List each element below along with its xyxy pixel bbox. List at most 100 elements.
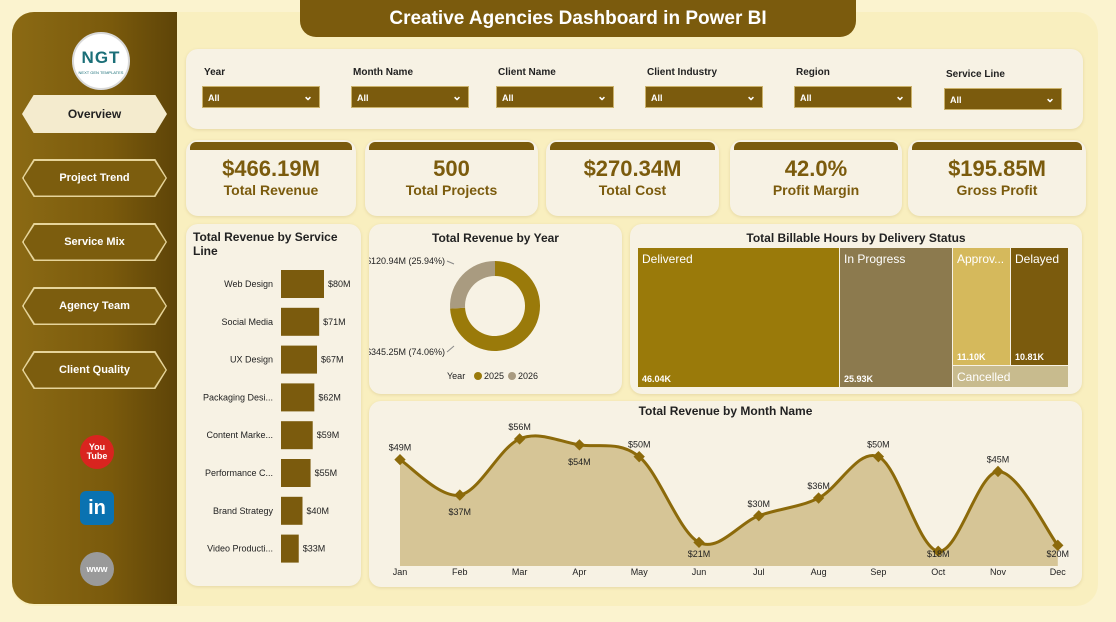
treemap-tile[interactable] <box>953 366 1068 387</box>
x-tick-label: Dec <box>1050 567 1067 577</box>
chart-title: Total Revenue by Service Line <box>193 230 338 258</box>
x-tick-label: Jan <box>393 567 408 577</box>
filter-year: Year All ⌄ <box>202 67 320 108</box>
bar-value-label: $55M <box>315 468 338 478</box>
revenue-by-month-card: Total Revenue by Month Name $49M Jan $37M F… <box>369 401 1082 587</box>
treemap-category-label: Delayed <box>1015 252 1059 266</box>
filter-month: Month Name All ⌄ <box>351 67 469 108</box>
bar-category-label: Packaging Desi... <box>203 392 273 402</box>
area-value-label: $18M <box>927 549 950 559</box>
filter-client-name: Client Name All ⌄ <box>496 67 614 108</box>
chevron-down-icon: ⌄ <box>745 89 756 103</box>
treemap-tile[interactable] <box>953 248 1010 365</box>
legend-label: 2026 <box>518 371 538 381</box>
filter-label: Client Name <box>498 67 556 78</box>
treemap-tile[interactable] <box>840 248 952 387</box>
nav-label: Project Trend <box>59 172 130 184</box>
bar-value-label: $67M <box>321 355 344 365</box>
bar[interactable] <box>281 345 318 374</box>
treemap-tile[interactable] <box>1011 248 1068 365</box>
legend-marker <box>508 372 516 380</box>
month-select[interactable]: All ⌄ <box>351 86 469 108</box>
bar-category-label: Performance C... <box>205 468 273 478</box>
client-name-select[interactable]: All ⌄ <box>496 86 614 108</box>
chart-title: Total Revenue by Month Name <box>638 404 813 418</box>
area-point[interactable] <box>454 489 466 501</box>
treemap-tile[interactable] <box>638 248 839 387</box>
logo-text: NGT <box>81 47 121 67</box>
filter-label: Region <box>796 67 830 78</box>
area-point[interactable] <box>812 492 825 504</box>
bar[interactable] <box>281 307 320 336</box>
area-value-label: $36M <box>807 481 830 491</box>
donut-label: $345.25M (74.06%) <box>369 347 445 357</box>
page-title-text: Creative Agencies Dashboard in Power BI <box>389 7 767 29</box>
service-line-bar-chart: Web Design $80M Social Media $71M UX Design $… <box>203 270 351 563</box>
bar-category-label: Brand Strategy <box>213 506 274 516</box>
billable-hours-card: Total Billable Hours by Delivery Status … <box>630 224 1082 394</box>
bar[interactable] <box>281 383 315 412</box>
chevron-down-icon: ⌄ <box>1044 91 1055 105</box>
filter-label: Client Industry <box>647 67 718 78</box>
bar[interactable] <box>281 421 313 450</box>
web-text: www <box>86 564 108 574</box>
bar[interactable] <box>281 534 299 563</box>
filter-region: Region All ⌄ <box>794 67 912 108</box>
kpi-label: Total Projects <box>405 182 498 198</box>
x-tick-label: May <box>631 567 649 577</box>
donut-slice[interactable] <box>450 261 495 309</box>
kpi-card-total-projects: 500 Total Projects <box>365 140 538 216</box>
area-point[interactable] <box>573 439 586 451</box>
globe-icon[interactable]: www <box>80 552 114 586</box>
select-value: All <box>950 95 962 105</box>
nav-client-quality-button[interactable]: Client Quality <box>22 351 167 389</box>
treemap-category-label: Delivered <box>642 252 693 266</box>
chevron-down-icon: ⌄ <box>894 89 905 103</box>
nav-label: Overview <box>67 107 122 121</box>
leader-line <box>446 260 455 265</box>
area-point[interactable] <box>992 465 1004 478</box>
treemap-value-label: 10.81K <box>1015 352 1045 362</box>
x-tick-label: Feb <box>452 567 468 577</box>
legend-marker <box>474 372 482 380</box>
kpi-label: Total Revenue <box>223 182 319 198</box>
treemap-value-label: 11.10K <box>957 352 986 362</box>
treemap-category-label: Approv... <box>957 252 1004 266</box>
select-value: All <box>208 93 220 103</box>
kpi-card-profit-margin: 42.0% Profit Margin <box>730 140 902 216</box>
year-select[interactable]: All ⌄ <box>202 86 320 108</box>
kpi-label: Gross Profit <box>956 182 1038 198</box>
select-value: All <box>357 93 369 103</box>
bar-value-label: $71M <box>323 317 346 327</box>
nav-service-mix-button[interactable]: Service Mix <box>22 223 167 261</box>
treemap-category-label: In Progress <box>844 252 905 266</box>
treemap-value-label: 25.93K <box>844 374 874 384</box>
linkedin-icon[interactable]: in <box>80 491 114 525</box>
bar-category-label: Social Media <box>221 317 273 327</box>
area-value-label: $56M <box>508 422 531 432</box>
x-tick-label: Mar <box>512 567 528 577</box>
bar[interactable] <box>281 270 324 298</box>
x-tick-label: Aug <box>811 567 827 577</box>
service-line-select[interactable]: All ⌄ <box>944 88 1062 110</box>
select-value: All <box>651 93 663 103</box>
bar-category-label: UX Design <box>230 355 273 365</box>
nav-overview-button[interactable]: Overview <box>22 95 167 133</box>
chevron-down-icon: ⌄ <box>596 89 607 103</box>
youtube-icon[interactable]: You Tube <box>80 435 114 469</box>
bar[interactable] <box>281 496 303 525</box>
nav-agency-team-button[interactable]: Agency Team <box>22 287 167 325</box>
bar-category-label: Content Marke... <box>206 430 273 440</box>
area-value-label: $50M <box>628 440 651 450</box>
treemap-value-label: 46.04K <box>642 374 672 384</box>
filter-panel: Year All ⌄ Month Name All ⌄ Client Name Al… <box>186 49 1083 129</box>
region-select[interactable]: All ⌄ <box>794 86 912 108</box>
area-point[interactable] <box>872 451 885 463</box>
area-value-label: $54M <box>568 457 591 467</box>
bar[interactable] <box>281 459 311 487</box>
donut-slice[interactable] <box>450 261 540 351</box>
nav-project-trend-button[interactable]: Project Trend <box>22 159 167 197</box>
area-point[interactable] <box>1052 539 1064 551</box>
area-point[interactable] <box>513 433 526 445</box>
client-industry-select[interactable]: All ⌄ <box>645 86 763 108</box>
